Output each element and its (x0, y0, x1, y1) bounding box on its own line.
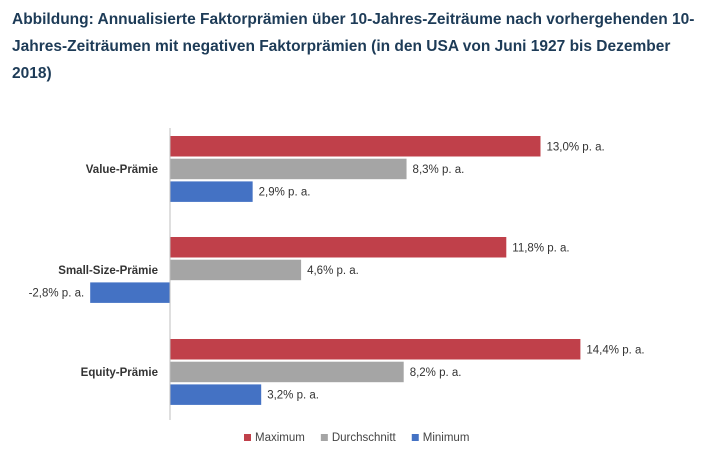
legend-swatch-durchschnitt (320, 434, 328, 441)
data-label-value-pr-mie-durchschnitt: 8,3% p. a. (413, 164, 465, 176)
category-label-value-pr-mie: Value-Prämie (86, 164, 158, 176)
data-label-equity-pr-mie-maximum: 14,4% p. a. (586, 344, 644, 356)
data-label-small-size-pr-mie-minimum: -2,8% p. a. (29, 288, 85, 300)
data-label-equity-pr-mie-minimum: 3,2% p. a. (267, 390, 319, 402)
bar-small-size-pr-mie-durchschnitt (170, 259, 302, 281)
legend-item-durchschnitt: Durchschnitt (320, 432, 397, 444)
data-label-equity-pr-mie-durchschnitt: 8,2% p. a. (410, 367, 462, 379)
category-label-equity-pr-mie: Equity-Prämie (81, 367, 158, 379)
bar-equity-pr-mie-minimum (170, 384, 262, 405)
legend-label-durchschnitt: Durchschnitt (332, 432, 397, 444)
chart-title: Abbildung: Annualisierte Faktorprämien ü… (12, 11, 695, 82)
legend-label-minimum: Minimum (423, 432, 470, 444)
data-label-small-size-pr-mie-durchschnitt: 4,6% p. a. (307, 265, 359, 277)
legend-label-maximum: Maximum (255, 432, 305, 444)
legend-swatch-maximum (244, 434, 251, 441)
category-label-small-size-pr-mie: Small-Size-Prämie (58, 265, 158, 277)
data-label-small-size-pr-mie-maximum: 11,8% p. a. (512, 242, 569, 254)
bar-small-size-pr-mie-minimum (90, 282, 170, 303)
bar-equity-pr-mie-durchschnitt (170, 361, 404, 383)
legend-item-maximum: Maximum (244, 432, 305, 444)
data-label-value-pr-mie-maximum: 13,0% p. a. (547, 141, 605, 153)
bar-value-pr-mie-maximum (170, 136, 541, 157)
data-label-value-pr-mie-minimum: 2,9% p. a. (259, 187, 311, 199)
legend-swatch-minimum (411, 434, 419, 441)
bar-equity-pr-mie-maximum (170, 339, 581, 360)
bar-value-pr-mie-minimum (170, 181, 253, 202)
bar-value-pr-mie-durchschnitt (170, 158, 407, 180)
legend-item-minimum: Minimum (411, 432, 470, 444)
bar-small-size-pr-mie-maximum (170, 237, 507, 258)
